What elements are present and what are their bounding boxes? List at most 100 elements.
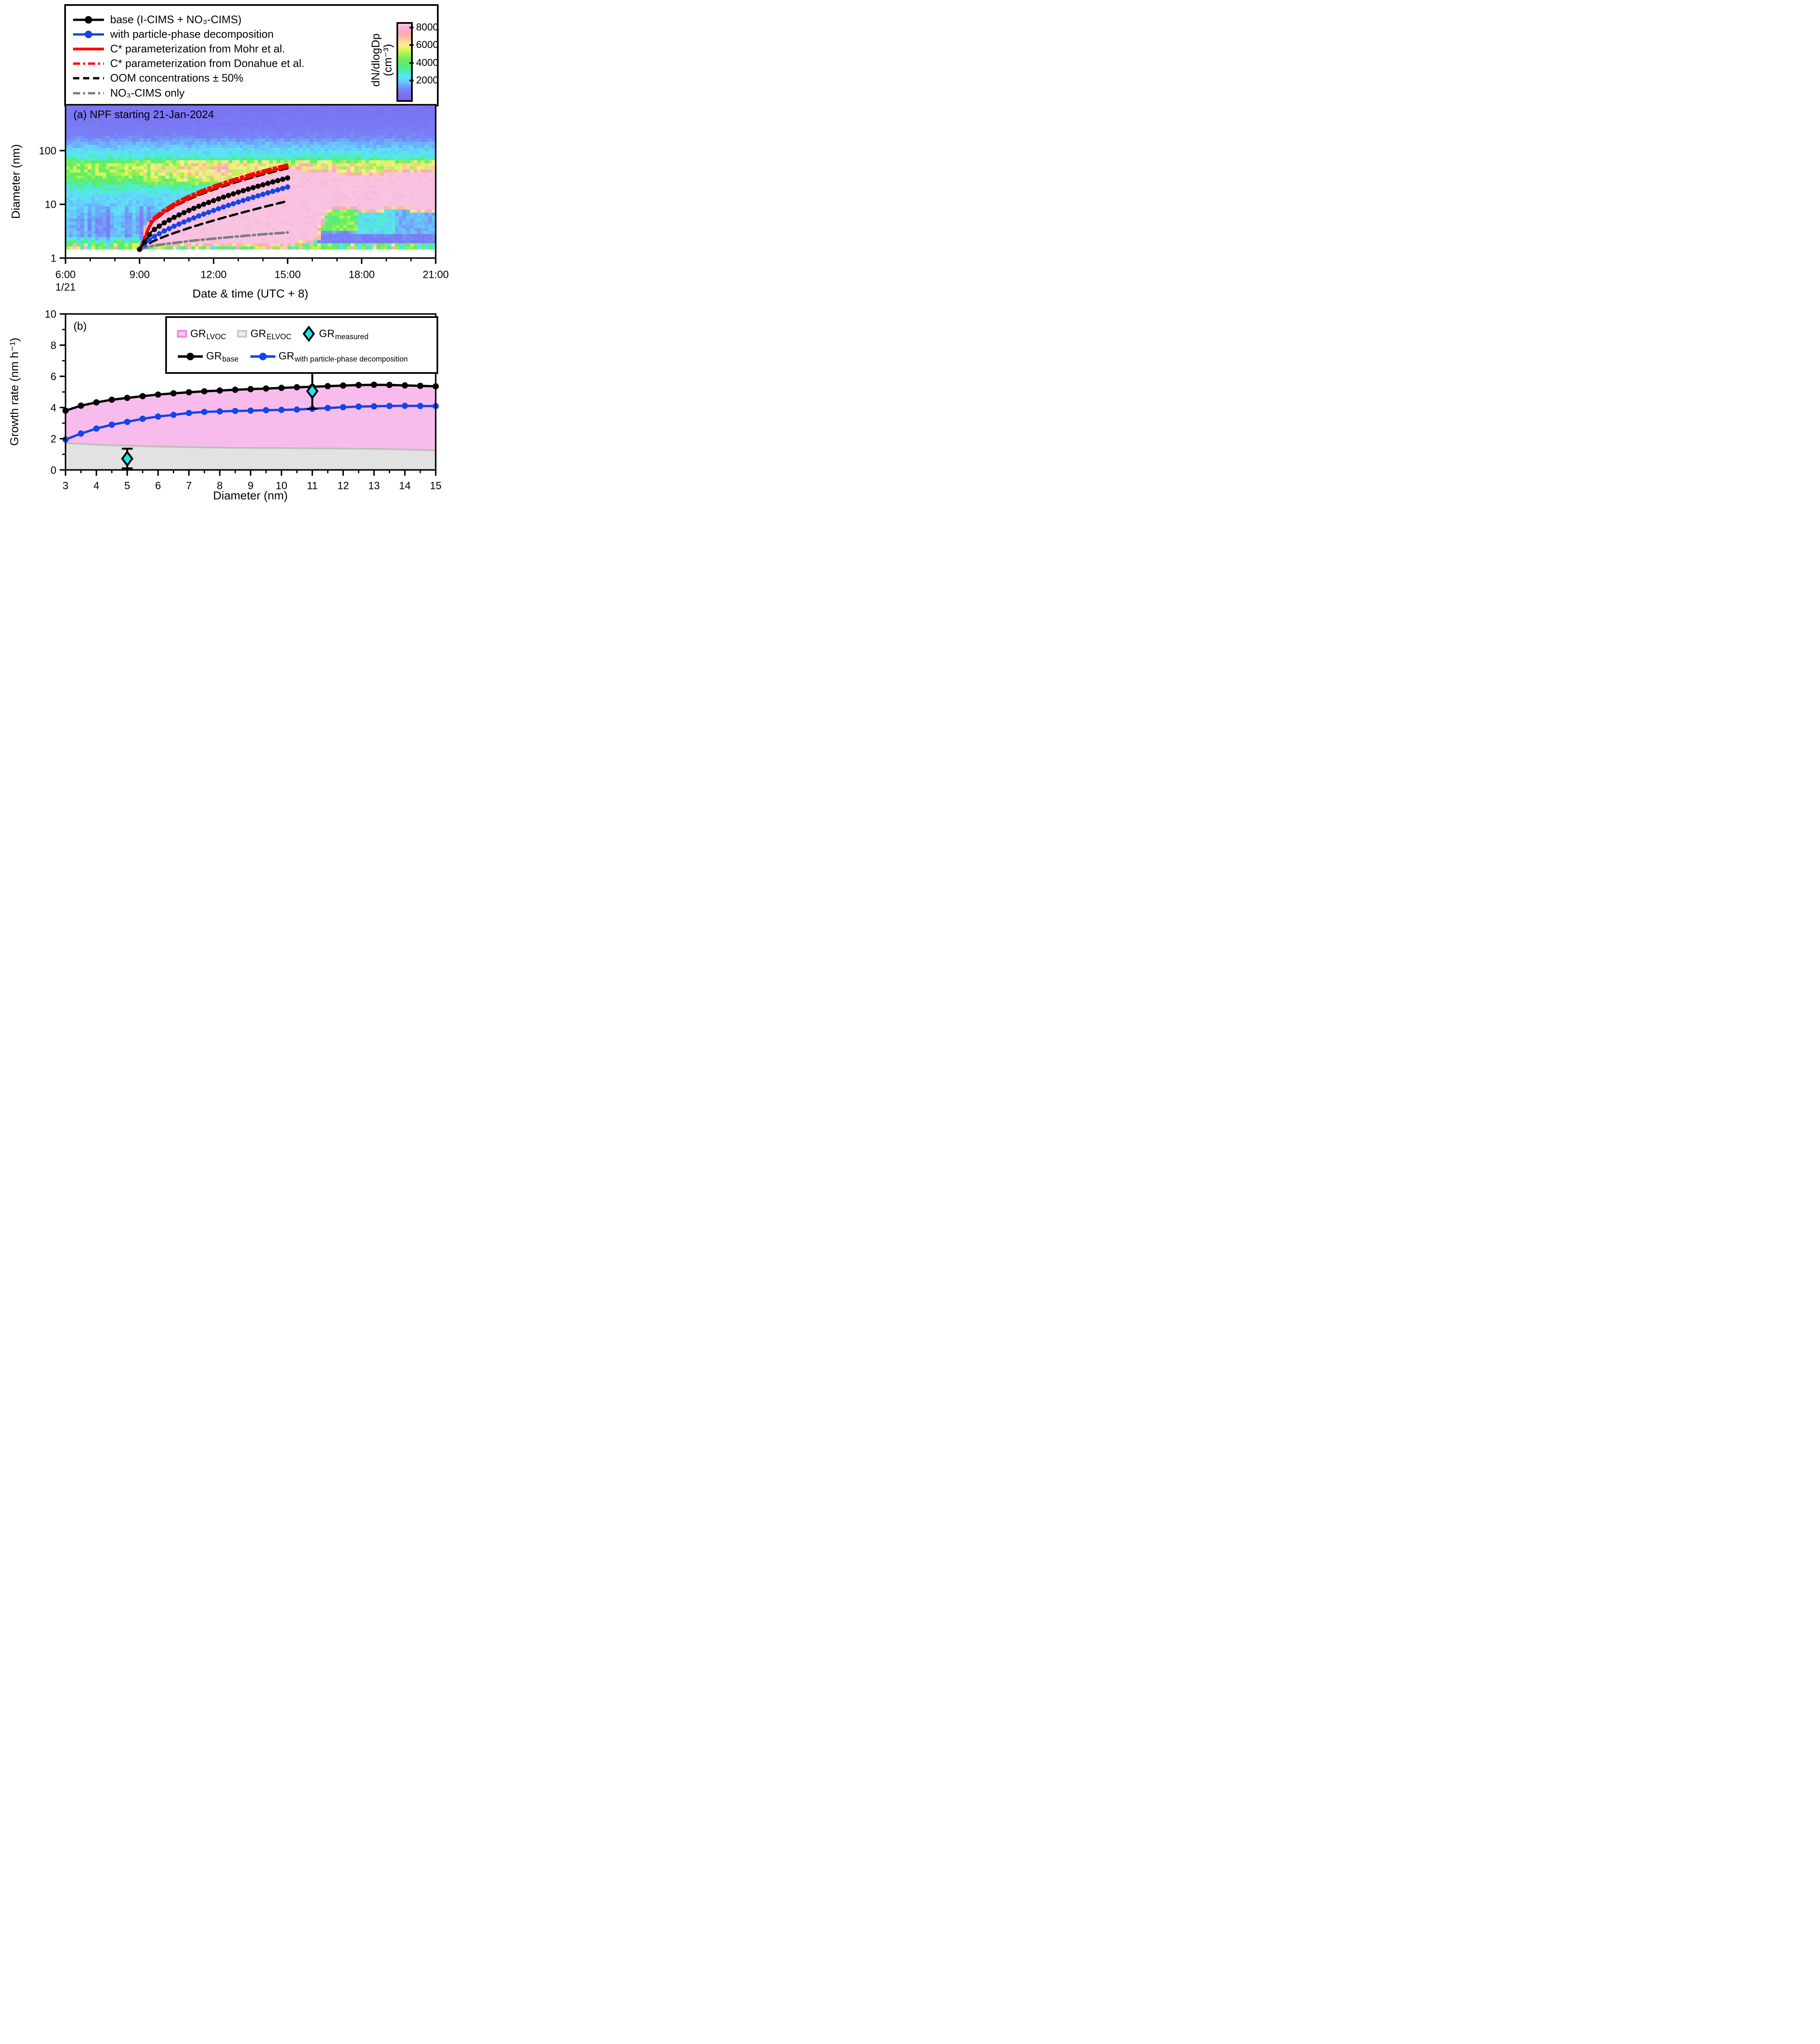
marker-GR_base (93, 399, 100, 406)
marker-GR_base (293, 384, 300, 391)
colorbar-tick-label: 2000 (416, 75, 439, 86)
marker-GR_base (371, 381, 377, 388)
colorbar-tick-label: 4000 (416, 57, 439, 68)
tick-label-x-a: 21:00 (423, 269, 449, 281)
line-grelvoc-boundary (65, 442, 436, 451)
marker-GR_base (263, 385, 269, 392)
line-GR_base (65, 383, 436, 412)
marker-GR_base (155, 391, 162, 398)
tick-label-date: 1/21 (56, 282, 76, 293)
panel-a-title: (a) NPF starting 21-Jan-2024 (73, 108, 214, 121)
marker-GR_with_particle_phase_decomposition (217, 408, 223, 415)
heatmap-canvas (66, 105, 436, 250)
tick-label-y-b: 6 (50, 371, 56, 383)
legend-label: NO₃-CIMS only (110, 86, 185, 99)
measured-diamond (121, 450, 134, 467)
legend-item-grdecomp: GR with particle-phase decomposition (250, 350, 408, 363)
pink-swatch-icon (177, 330, 187, 338)
tick-label-x-b: 4 (93, 480, 99, 491)
marker-GR_base (139, 393, 146, 399)
marker-GR_with_particle_phase_decomposition (340, 404, 346, 411)
panel-b-title: (b) (73, 320, 87, 332)
tick-label-y-b: 4 (50, 402, 56, 414)
legend-marker (85, 16, 92, 23)
tick-label-y-a: 10 (45, 199, 56, 211)
marker-GR_base (355, 382, 362, 388)
tick-label-x-b: 7 (186, 480, 192, 491)
marker-GR_base (232, 386, 239, 393)
legend-item-grbase: GR base (177, 350, 239, 363)
marker-GR_base (201, 388, 208, 395)
legend-label: OOM concentrations ± 50% (110, 71, 244, 84)
cyan-diamond-icon (303, 326, 316, 342)
legend-text: GR (278, 350, 295, 362)
marker-GR_base (278, 385, 285, 391)
legend-sample-oom-line-icon (73, 77, 104, 79)
legend-sample-mohr-line-icon (73, 47, 104, 50)
area-grlvoc (66, 385, 436, 451)
marker-GR_base (186, 389, 192, 396)
tick-label-x-b: 6 (155, 480, 161, 491)
marker-GR_with_particle_phase_decomposition (263, 407, 269, 413)
tick-label-x-a: 12:00 (201, 269, 227, 281)
panel-b-xlabel: Diameter (nm) (213, 489, 288, 502)
tick-label-x-b: 15 (430, 480, 442, 491)
marker-GR_with_particle_phase_decomposition (232, 408, 239, 414)
gray-swatch-icon (237, 330, 247, 338)
colorbar-label: dN/dlogDp (cm⁻³) (369, 33, 394, 87)
colorbar-tick-label: 8000 (416, 21, 439, 33)
tick-label-y-b: 10 (45, 309, 56, 320)
colorbar-label-line1: dN/dlogDp (369, 33, 382, 87)
marker-GR_with_particle_phase_decomposition (324, 405, 331, 411)
legend-label: C* parameterization from Mohr et al. (110, 42, 285, 55)
tick-label-x-b: 14 (399, 480, 411, 491)
legend-item-grlvoc: GR LVOC (177, 328, 227, 341)
legend-row-mohr: C* parameterization from Mohr et al. (72, 43, 285, 55)
legend-label: with particle-phase decomposition (110, 28, 274, 40)
legend-text-sub: base (222, 355, 239, 363)
marker-GR_with_particle_phase_decomposition (247, 407, 254, 414)
legend-sample-no3-line-icon (73, 92, 104, 94)
legend-label: C* parameterization from Donahue et al. (110, 57, 305, 70)
marker-GR_base (324, 383, 331, 390)
colorbar-tick (409, 62, 414, 64)
marker-GR_with_particle_phase_decomposition (309, 406, 316, 412)
marker-GR_with_particle_phase_decomposition (386, 403, 393, 409)
marker-GR_with_particle_phase_decomposition (278, 406, 285, 413)
marker-GR_with_particle_phase_decomposition (124, 418, 131, 425)
legend-sample-base-line-icon (73, 16, 104, 23)
legend-label: base (I-CIMS + NO₃-CIMS) (110, 13, 242, 26)
marker-GR_base (340, 382, 346, 389)
legend-sample-donahue-line-icon (73, 62, 104, 65)
legend-text: GR (206, 350, 222, 362)
legend-text-sub: ELVOC (266, 332, 292, 341)
legend-top: base (I-CIMS + NO₃-CIMS) with particle-p… (64, 4, 439, 106)
marker-GR_base (309, 383, 316, 390)
marker-GR_base (417, 383, 424, 389)
legend-text-sub: LVOC (206, 332, 227, 341)
tick-label-y-a: 1 (50, 253, 56, 265)
measured-diamond (306, 383, 319, 400)
colorbar-tick (409, 26, 414, 28)
marker-GR_with_particle_phase_decomposition (109, 421, 115, 428)
tick-label-x-b: 11 (307, 480, 318, 491)
panel-b-ylabel: Growth rate (nm h⁻¹) (8, 338, 21, 446)
marker-GR_with_particle_phase_decomposition (201, 408, 208, 415)
tick-label-x-a: 15:00 (275, 269, 301, 281)
legend-row-no3-only: NO₃-CIMS only (72, 87, 184, 100)
black-marker-line-icon (178, 353, 203, 360)
marker-GR_base (170, 390, 177, 397)
area-grelvoc (66, 443, 436, 470)
marker-GR_base (401, 382, 408, 389)
legend-row-base: base (I-CIMS + NO₃-CIMS) (72, 13, 242, 26)
marker-GR_base (386, 382, 393, 388)
colorbar-label-line2: (cm⁻³) (381, 44, 394, 76)
legend-item-grelvoc: GR ELVOC (237, 328, 292, 341)
tick-label-x-b: 13 (368, 480, 380, 491)
marker-GR_with_particle_phase_decomposition (78, 430, 84, 437)
legend-row-oom: OOM concentrations ± 50% (72, 72, 243, 85)
tick-label-y-b: 8 (50, 340, 56, 351)
legend-row-decomposition: with particle-phase decomposition (72, 28, 274, 41)
legend-row-donahue: C* parameterization from Donahue et al. (72, 57, 304, 70)
marker-GR_base (109, 396, 115, 403)
